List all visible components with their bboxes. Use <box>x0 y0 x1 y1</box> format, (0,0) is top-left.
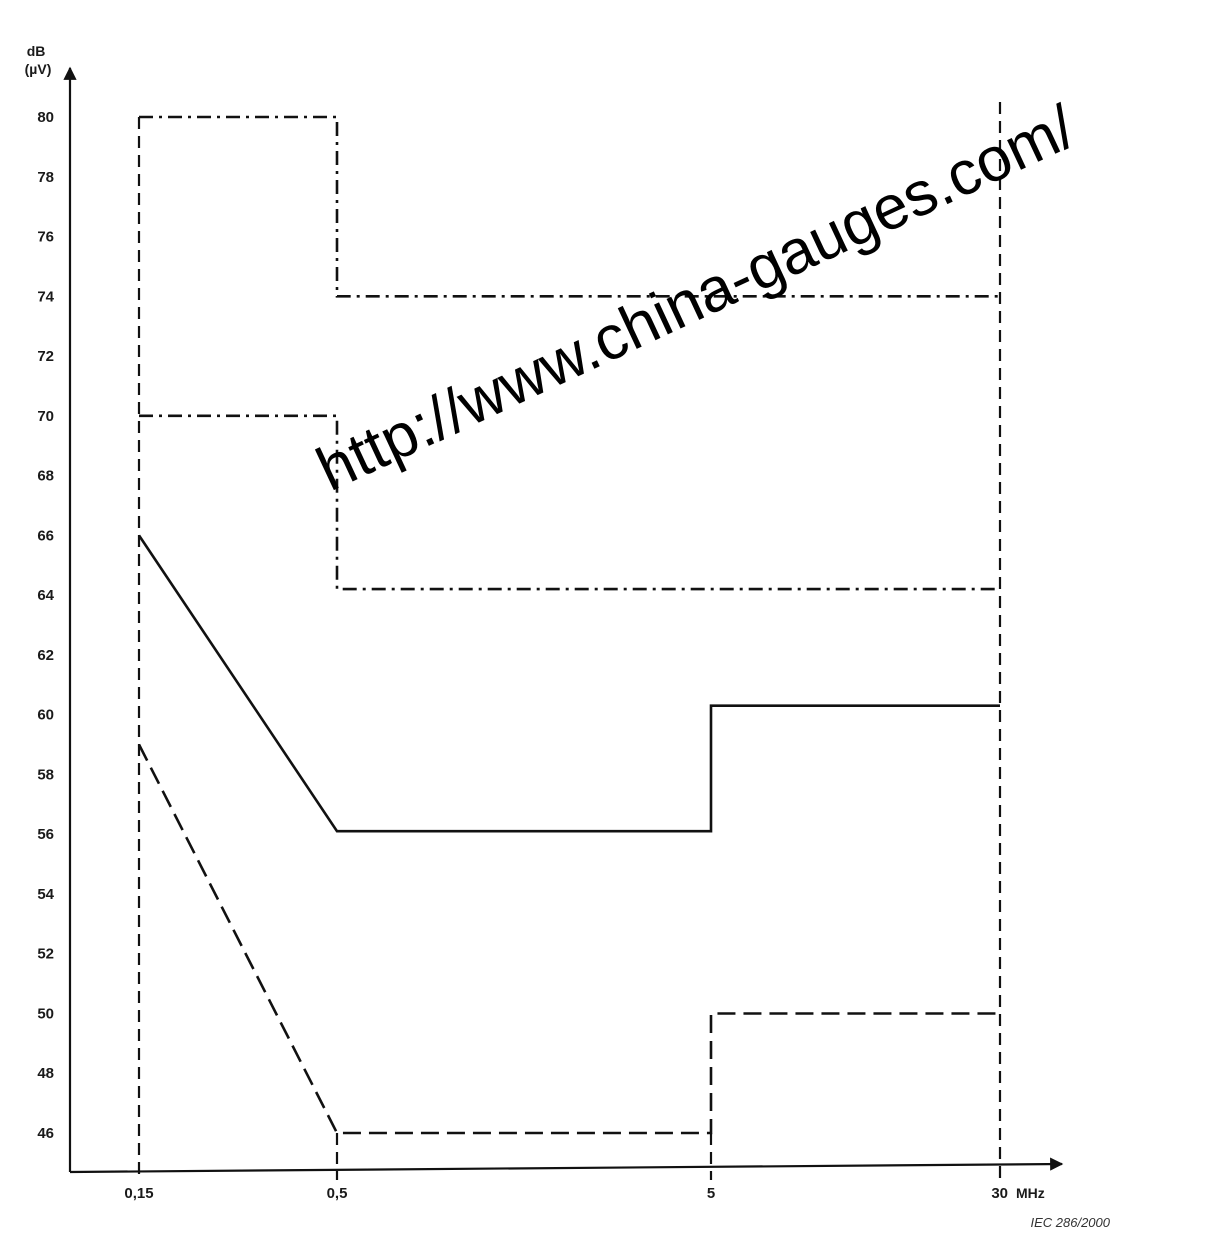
y-tick-label: 68 <box>37 468 54 485</box>
x-axis-unit: MHz <box>1016 1185 1045 1201</box>
series-layer <box>137 115 1000 1135</box>
x-tick-label: 0,5 <box>327 1185 348 1202</box>
y-tick-labels: 80 78 76 74 72 70 68 66 64 62 60 58 56 54 52 50 48 46 <box>37 109 54 1142</box>
y-tick-label: 72 <box>37 348 54 365</box>
series-line-2 <box>139 414 1000 591</box>
watermark: http://www.china-gauges.com/ <box>307 92 1086 504</box>
y-tick-label: 74 <box>37 288 54 305</box>
series-line-4 <box>137 743 1000 1135</box>
y-tick-label: 76 <box>37 229 54 246</box>
x-axis <box>69 1157 1064 1174</box>
x-tick-label: 0,15 <box>124 1185 153 1202</box>
y-tick-label: 78 <box>37 169 54 186</box>
y-tick-label: 48 <box>37 1065 54 1082</box>
y-tick-label: 70 <box>37 408 54 425</box>
y-tick-label: 56 <box>37 826 54 843</box>
x-tick-labels: 0,15 0,5 5 30 <box>124 1185 1008 1202</box>
y-tick-label: 62 <box>37 647 54 664</box>
y-tick-label: 54 <box>37 886 54 903</box>
figure-reference: IEC 286/2000 <box>1030 1215 1110 1230</box>
y-axis-unit: dB (µV) <box>25 43 52 77</box>
series-line-1 <box>139 115 1000 298</box>
y-tick-label: 64 <box>37 587 54 604</box>
y-tick-label: 50 <box>37 1005 54 1022</box>
y-tick-label: 66 <box>37 527 54 544</box>
y-tick-label: 80 <box>37 109 54 126</box>
y-tick-label: 46 <box>37 1125 54 1142</box>
y-tick-label: 52 <box>37 946 54 963</box>
y-tick-label: 58 <box>37 766 54 783</box>
y-tick-label: 60 <box>37 707 54 724</box>
series-line-3 <box>137 534 1000 833</box>
x-tick-label: 5 <box>707 1185 715 1202</box>
x-tick-label: 30 <box>991 1185 1008 1202</box>
frequency-guides <box>137 102 1002 1180</box>
